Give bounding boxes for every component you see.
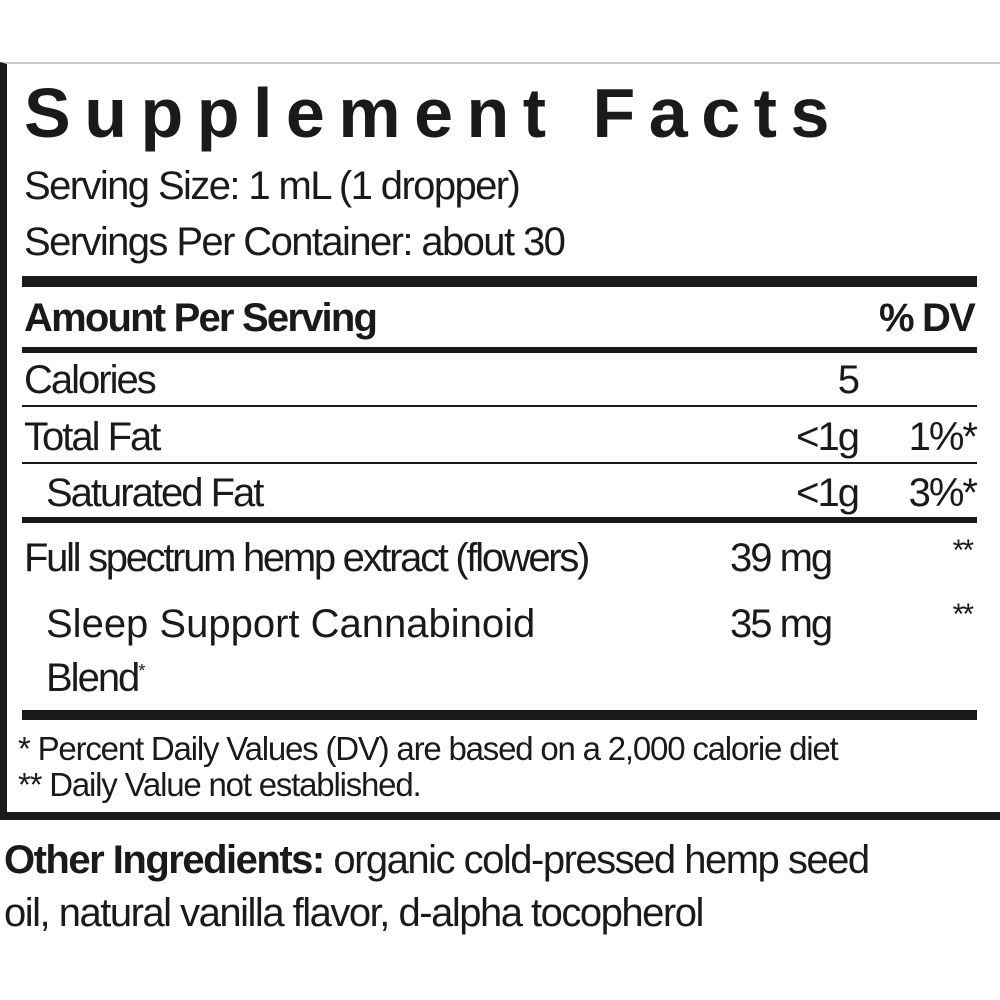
other-ingredients-text: organic cold-pressed hemp seed [323,838,870,882]
nutrient-name: Saturated Fat [46,471,264,515]
footnote-mark: * [138,661,145,681]
divider [22,347,977,353]
nutrient-dv: 3%* [908,471,978,515]
dv-header: % DV [878,296,976,340]
ingredient-amount: 39 mg [730,536,833,580]
other-ingredients-line1: Other Ingredients: organic cold-pressed … [4,838,870,882]
other-ingredients-line2: oil, natural vanilla flavor, d-alpha toc… [4,891,704,935]
divider [22,405,977,407]
footnote-not-established: ** Daily Value not established. [18,766,422,803]
ingredient-dv: ** [952,598,974,631]
nutrient-amount: <1g [796,471,860,515]
ingredient-name: Full spectrum hemp extract (flowers) [24,536,590,580]
servings-per-container: Servings Per Container: about 30 [24,220,566,264]
nutrient-name: Total Fat [24,415,161,459]
nutrient-amount: 5 [837,358,860,402]
ingredient-name-line2: Blend [46,656,140,700]
ingredient-amount: 35 mg [730,602,833,646]
panel-title: Supplement Facts [24,74,843,152]
thick-divider [22,710,977,720]
ingredient-name: Sleep Support Cannabinoid [46,602,536,646]
nutrient-amount: <1g [796,415,860,459]
divider [22,462,977,464]
amount-per-serving-header: Amount Per Serving [24,296,378,340]
supplement-facts-panel [0,62,1000,820]
other-ingredients-label: Other Ingredients: [4,838,325,882]
ingredient-name-continued: Blend* [46,656,145,700]
serving-size: Serving Size: 1 mL (1 dropper) [24,164,521,208]
ingredient-dv: ** [952,534,974,567]
nutrient-name: Calories [24,358,157,402]
footnote-dv: * Percent Daily Values (DV) are based on… [18,730,839,767]
nutrient-dv: 1%* [908,415,978,459]
divider [22,517,977,523]
thick-divider [22,276,977,287]
